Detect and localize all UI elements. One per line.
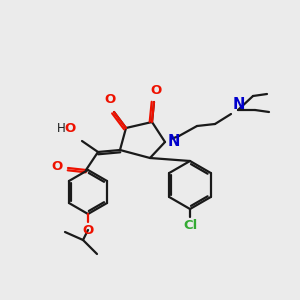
Text: N: N [168,134,180,148]
Text: O: O [82,224,94,237]
Text: Cl: Cl [183,219,197,232]
Text: O: O [65,122,76,135]
Text: O: O [150,84,162,97]
Text: O: O [104,93,116,106]
Text: N: N [233,97,245,112]
Text: O: O [52,160,63,172]
Text: H: H [57,122,66,135]
